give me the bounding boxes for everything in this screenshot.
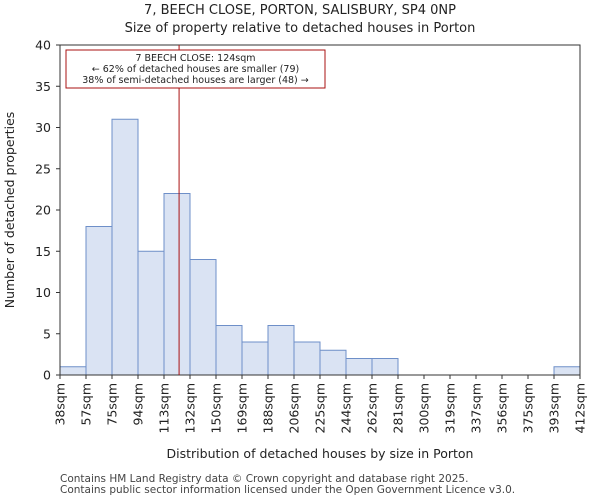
x-tick-label-225sqm: 225sqm xyxy=(313,383,328,433)
y-tick-label-40: 40 xyxy=(35,38,51,53)
x-tick-label-169sqm: 169sqm xyxy=(235,383,250,433)
x-tick-label-281sqm: 281sqm xyxy=(391,383,406,433)
x-tick-label-393sqm: 393sqm xyxy=(547,383,562,433)
y-tick-label-30: 30 xyxy=(35,120,51,135)
y-axis-label: Number of detached properties xyxy=(2,112,17,309)
bar-393sqm xyxy=(553,366,581,376)
bar-169sqm xyxy=(241,341,269,376)
y-tick-label-35: 35 xyxy=(35,79,51,94)
x-tick-label-38sqm: 38sqm xyxy=(53,383,68,426)
x-tick-label-375sqm: 375sqm xyxy=(521,383,536,433)
bar-75sqm xyxy=(111,118,139,376)
x-axis: 38sqm 57sqm 75sqm 94sqm 113sqm 132sqm 150sqm 16… xyxy=(53,375,588,433)
bar-262sqm xyxy=(371,358,399,376)
y-tick-label-25: 25 xyxy=(35,161,51,176)
annotation-box: 7 BEECH CLOSE: 124sqm ← 62% of detached … xyxy=(65,49,326,89)
bar-206sqm xyxy=(293,341,321,376)
chart-title-line2: Size of property relative to detached ho… xyxy=(124,21,476,36)
x-tick-label-300sqm: 300sqm xyxy=(417,383,432,433)
footer-licence: Contains public sector information licen… xyxy=(60,484,516,496)
x-axis-label: Distribution of detached houses by size … xyxy=(167,446,474,461)
y-tick-label-15: 15 xyxy=(35,244,51,259)
x-tick-label-188sqm: 188sqm xyxy=(261,383,276,433)
x-tick-label-132sqm: 132sqm xyxy=(183,383,198,433)
bars-group xyxy=(59,118,581,376)
bar-38sqm xyxy=(59,366,87,376)
plot-frame xyxy=(59,44,581,376)
x-tick-label-337sqm: 337sqm xyxy=(469,383,484,433)
x-tick-label-262sqm: 262sqm xyxy=(365,383,380,433)
x-tick-label-150sqm: 150sqm xyxy=(209,383,224,433)
chart-title-line1: 7, BEECH CLOSE, PORTON, SALISBURY, SP4 0… xyxy=(144,3,456,18)
y-axis: 0 5 10 15 20 25 30 35 40 xyxy=(35,38,60,383)
x-tick-label-412sqm: 412sqm xyxy=(573,383,588,433)
y-tick-label-5: 5 xyxy=(43,326,51,341)
bar-94sqm xyxy=(137,250,165,376)
bar-150sqm xyxy=(215,325,243,376)
bar-188sqm xyxy=(267,325,295,376)
footer-copyright: Contains HM Land Registry data © Crown c… xyxy=(60,473,469,485)
y-tick-label-0: 0 xyxy=(43,368,51,383)
bar-113sqm xyxy=(163,193,191,376)
y-tick-label-10: 10 xyxy=(35,285,51,300)
annotation-line2: ← 62% of detached houses are smaller (79… xyxy=(92,64,299,75)
x-tick-label-113sqm: 113sqm xyxy=(157,383,172,433)
x-tick-label-75sqm: 75sqm xyxy=(105,383,120,426)
x-tick-label-57sqm: 57sqm xyxy=(79,383,94,426)
bar-244sqm xyxy=(345,358,373,376)
annotation-line1: 7 BEECH CLOSE: 124sqm xyxy=(135,53,255,64)
annotation-border xyxy=(65,49,326,89)
x-tick-label-206sqm: 206sqm xyxy=(287,383,302,433)
annotation-line3: 38% of semi-detached houses are larger (… xyxy=(82,75,309,86)
x-tick-label-244sqm: 244sqm xyxy=(339,383,354,433)
bar-132sqm xyxy=(189,259,217,376)
x-tick-label-356sqm: 356sqm xyxy=(495,383,510,433)
x-tick-label-94sqm: 94sqm xyxy=(131,383,146,426)
y-tick-label-20: 20 xyxy=(35,203,51,218)
bar-225sqm xyxy=(319,349,347,376)
bar-57sqm xyxy=(85,226,113,376)
x-tick-label-319sqm: 319sqm xyxy=(443,383,458,433)
